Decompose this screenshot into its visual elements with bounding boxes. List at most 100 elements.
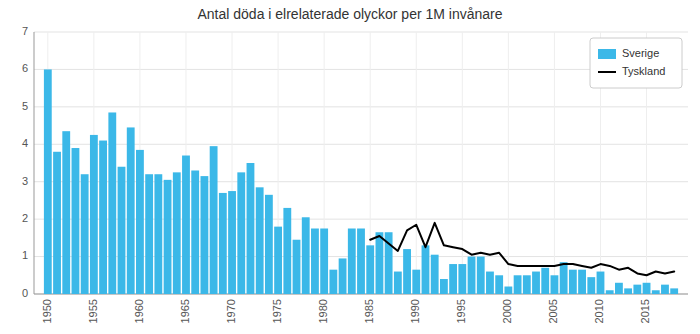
bar (514, 275, 522, 294)
bar (90, 135, 98, 294)
bar (532, 272, 540, 294)
legend-swatch (598, 49, 616, 59)
bar (274, 227, 282, 294)
bar (412, 270, 420, 294)
bar (468, 257, 476, 294)
bar (118, 167, 126, 294)
y-tick-label: 0 (22, 287, 28, 299)
line (370, 223, 674, 275)
bar (228, 191, 236, 294)
bar (210, 146, 218, 294)
y-tick-label: 5 (22, 100, 28, 112)
x-tick-label: 1955 (87, 299, 99, 323)
bar (661, 285, 669, 294)
y-grid-line (34, 106, 688, 107)
bar (366, 245, 374, 294)
bar (329, 270, 337, 294)
title: Antal döda i elrelaterade olyckor per 1M… (197, 6, 502, 22)
bar (302, 217, 310, 294)
chart: 0123456719501955196019651970197519801985… (0, 0, 700, 334)
bar (311, 229, 319, 295)
bar (219, 193, 227, 294)
bar (670, 288, 678, 294)
bar (569, 270, 577, 294)
legend: Sverige Tyskland (590, 38, 682, 88)
y-grid-line (34, 32, 688, 33)
bar (200, 176, 208, 294)
bar (283, 208, 291, 294)
x-tick-label: 2005 (547, 299, 559, 323)
x-tick-label: 2015 (639, 299, 651, 323)
bar (477, 257, 485, 294)
bar-series (44, 69, 678, 294)
x-tick-label: 1985 (363, 299, 375, 323)
bar (145, 174, 153, 294)
y-tick-label: 1 (22, 249, 28, 261)
bar (44, 69, 52, 294)
x-tick-label: 1960 (133, 299, 145, 323)
x-tick-label: 1970 (225, 299, 237, 323)
bar (320, 229, 328, 295)
bar (293, 240, 301, 294)
x-tick-label: 2010 (593, 299, 605, 323)
bar (449, 264, 457, 294)
x-tick-label: 1950 (41, 299, 53, 323)
legend-label: Sverige (622, 47, 659, 59)
legend-label: Tyskland (622, 65, 665, 77)
x-tick-label: 1995 (455, 299, 467, 323)
bar (53, 152, 61, 294)
x-grid-line (416, 32, 417, 294)
bar (578, 270, 586, 294)
x-tick-label: 1975 (271, 299, 283, 323)
bar (495, 275, 503, 294)
bar (652, 290, 660, 294)
bar (643, 283, 651, 294)
bar (72, 148, 80, 294)
bar (633, 285, 641, 294)
grid (34, 32, 688, 294)
bar (357, 229, 365, 295)
bar (504, 287, 512, 294)
bar (191, 170, 199, 294)
bar (81, 174, 89, 294)
legend-box (590, 38, 682, 88)
bar (265, 195, 273, 294)
y-tick-label: 6 (22, 62, 28, 74)
bar (108, 112, 116, 294)
legend-swatch (598, 71, 616, 73)
bar (136, 150, 144, 294)
bar (458, 264, 466, 294)
bar (127, 127, 135, 294)
y-tick-label: 3 (22, 175, 28, 187)
bar (348, 229, 356, 295)
bar (431, 255, 439, 294)
y-tick-label: 7 (22, 25, 28, 37)
x-tick-label: 2000 (501, 299, 513, 323)
bar (99, 141, 107, 294)
x-grid-line (508, 32, 509, 294)
y-tick-label: 2 (22, 212, 28, 224)
bar (164, 180, 172, 294)
bar (587, 277, 595, 294)
bar (247, 163, 255, 294)
bar (62, 131, 70, 294)
bar (237, 172, 245, 294)
bar (440, 279, 448, 294)
plot-data (44, 69, 678, 294)
x-grid-line (554, 32, 555, 294)
x-tick-label: 1990 (409, 299, 421, 323)
bar (523, 275, 531, 294)
bar (615, 283, 623, 294)
y-axis-line (34, 32, 35, 294)
bar (403, 249, 411, 294)
x-grid-line (462, 32, 463, 294)
bar (173, 172, 181, 294)
bar (624, 288, 632, 294)
bar (541, 268, 549, 294)
bar (256, 187, 264, 294)
bar (182, 156, 190, 294)
bar (394, 272, 402, 294)
bar (560, 262, 568, 294)
x-tick-label: 1980 (317, 299, 329, 323)
bar (339, 258, 347, 294)
